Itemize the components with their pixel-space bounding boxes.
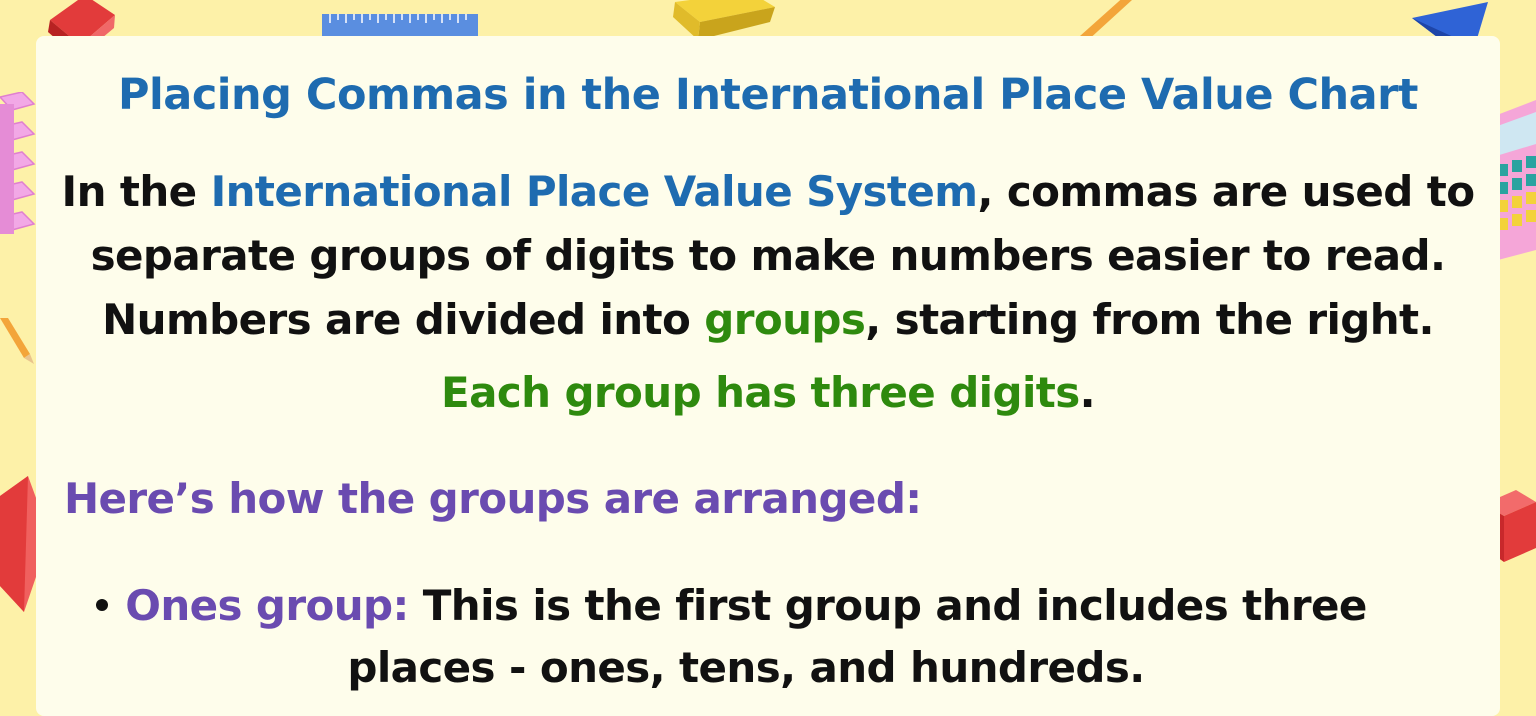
intro-text: In the bbox=[61, 167, 211, 216]
rule-highlight: Each group has three digits bbox=[441, 368, 1080, 417]
pink-cubes-icon bbox=[0, 92, 36, 234]
intro-text: , starting from the right. bbox=[865, 295, 1434, 344]
bullet-text: This is the first group and includes thr… bbox=[408, 581, 1368, 630]
group-rule: Each group has three digits. bbox=[0, 368, 1536, 417]
section-subheading: Here’s how the groups are arranged: bbox=[64, 474, 922, 523]
bullet-text: places - ones, tens, and hundreds. bbox=[347, 643, 1145, 692]
intro-text: Numbers are divided into bbox=[102, 295, 705, 344]
rule-period: . bbox=[1079, 368, 1096, 417]
content-card bbox=[36, 36, 1500, 716]
ruler-icon bbox=[322, 14, 478, 36]
bullet-list: Ones group: This is the first group and … bbox=[96, 575, 1396, 699]
highlight-groups: groups bbox=[704, 295, 866, 344]
list-item: Ones group: This is the first group and … bbox=[96, 575, 1396, 699]
bullet-dot bbox=[96, 599, 108, 611]
bullet-label: Ones group: bbox=[125, 581, 409, 630]
intro-paragraph: In the International Place Value System,… bbox=[0, 160, 1536, 352]
intro-text: separate groups of digits to make number… bbox=[90, 231, 1446, 280]
yellow-block-icon bbox=[673, 0, 775, 40]
pencil-icon bbox=[0, 318, 34, 364]
intro-text: , commas are used to bbox=[977, 167, 1475, 216]
highlight-system-name: International Place Value System bbox=[210, 167, 978, 216]
page-title: Placing Commas in the International Plac… bbox=[118, 70, 1418, 120]
